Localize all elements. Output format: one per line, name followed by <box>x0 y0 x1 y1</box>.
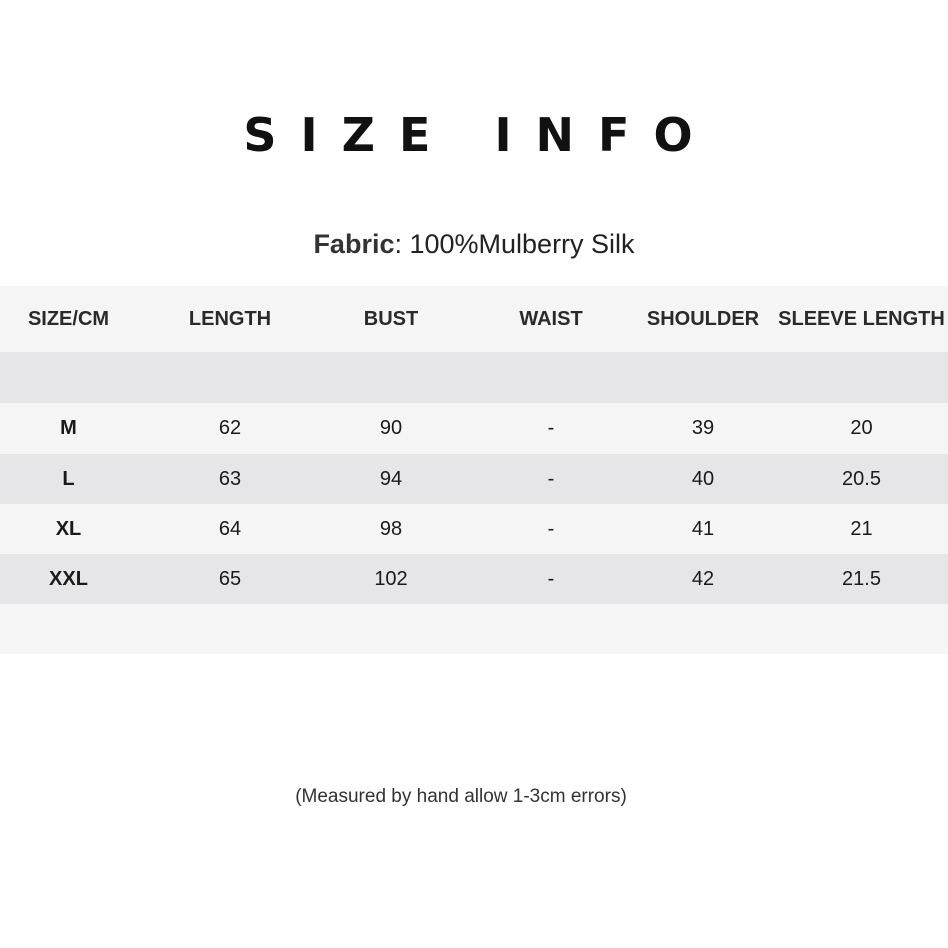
size-cell: XXL <box>49 567 88 590</box>
value-cell: 98 <box>379 517 403 540</box>
table-spacer-row <box>0 352 948 403</box>
value-cell: 64 <box>218 517 242 540</box>
fabric-info: Fabric: 100%Mulberry Silk <box>0 229 948 260</box>
size-cell: XL <box>55 517 82 540</box>
value-cell: 40 <box>691 467 715 490</box>
header-cell: SHOULDER <box>646 307 760 330</box>
value-cell: 20 <box>850 417 873 439</box>
size-cell: L <box>62 467 75 490</box>
fabric-label: Fabric <box>313 229 395 259</box>
table-row: L 63 94 - 40 20.5 <box>0 454 948 504</box>
value-cell: 41 <box>691 517 715 540</box>
table-row: XXL 65 102 - 42 21.5 <box>0 554 948 604</box>
value-cell: 20.5 <box>842 467 881 490</box>
value-cell: - <box>547 417 555 439</box>
table-spacer-row <box>0 604 948 654</box>
value-cell: - <box>547 517 555 540</box>
fabric-value: : 100%Mulberry Silk <box>394 229 635 259</box>
value-cell: 21 <box>850 517 873 540</box>
value-cell: 65 <box>218 567 242 590</box>
header-cell: LENGTH <box>188 307 272 330</box>
value-cell: 63 <box>218 467 242 490</box>
value-cell: 102 <box>374 567 408 590</box>
value-cell: 62 <box>218 417 242 439</box>
value-cell: 42 <box>691 567 715 590</box>
size-table: SIZE/CM LENGTH BUST WAIST SHOULDER SLEEV… <box>0 286 948 654</box>
header-cell: BUST <box>363 307 419 330</box>
measurement-note: (Measured by hand allow 1-3cm errors) <box>295 786 627 807</box>
table-header-row: SIZE/CM LENGTH BUST WAIST SHOULDER SLEEV… <box>0 286 948 352</box>
value-cell: 21.5 <box>842 567 881 590</box>
size-cell: M <box>60 417 77 439</box>
header-cell: SIZE/CM <box>27 307 110 330</box>
header-cell: SLEEVE LENGTH <box>778 307 945 330</box>
value-cell: 39 <box>691 417 715 439</box>
value-cell: - <box>547 567 555 590</box>
table-row: XL 64 98 - 41 21 <box>0 504 948 554</box>
table-row: M 62 90 - 39 20 <box>0 403 948 454</box>
value-cell: 94 <box>379 467 403 490</box>
header-cell: WAIST <box>519 307 583 330</box>
page-title: SIZE INFO <box>243 108 717 162</box>
value-cell: - <box>547 467 555 490</box>
value-cell: 90 <box>379 417 403 439</box>
